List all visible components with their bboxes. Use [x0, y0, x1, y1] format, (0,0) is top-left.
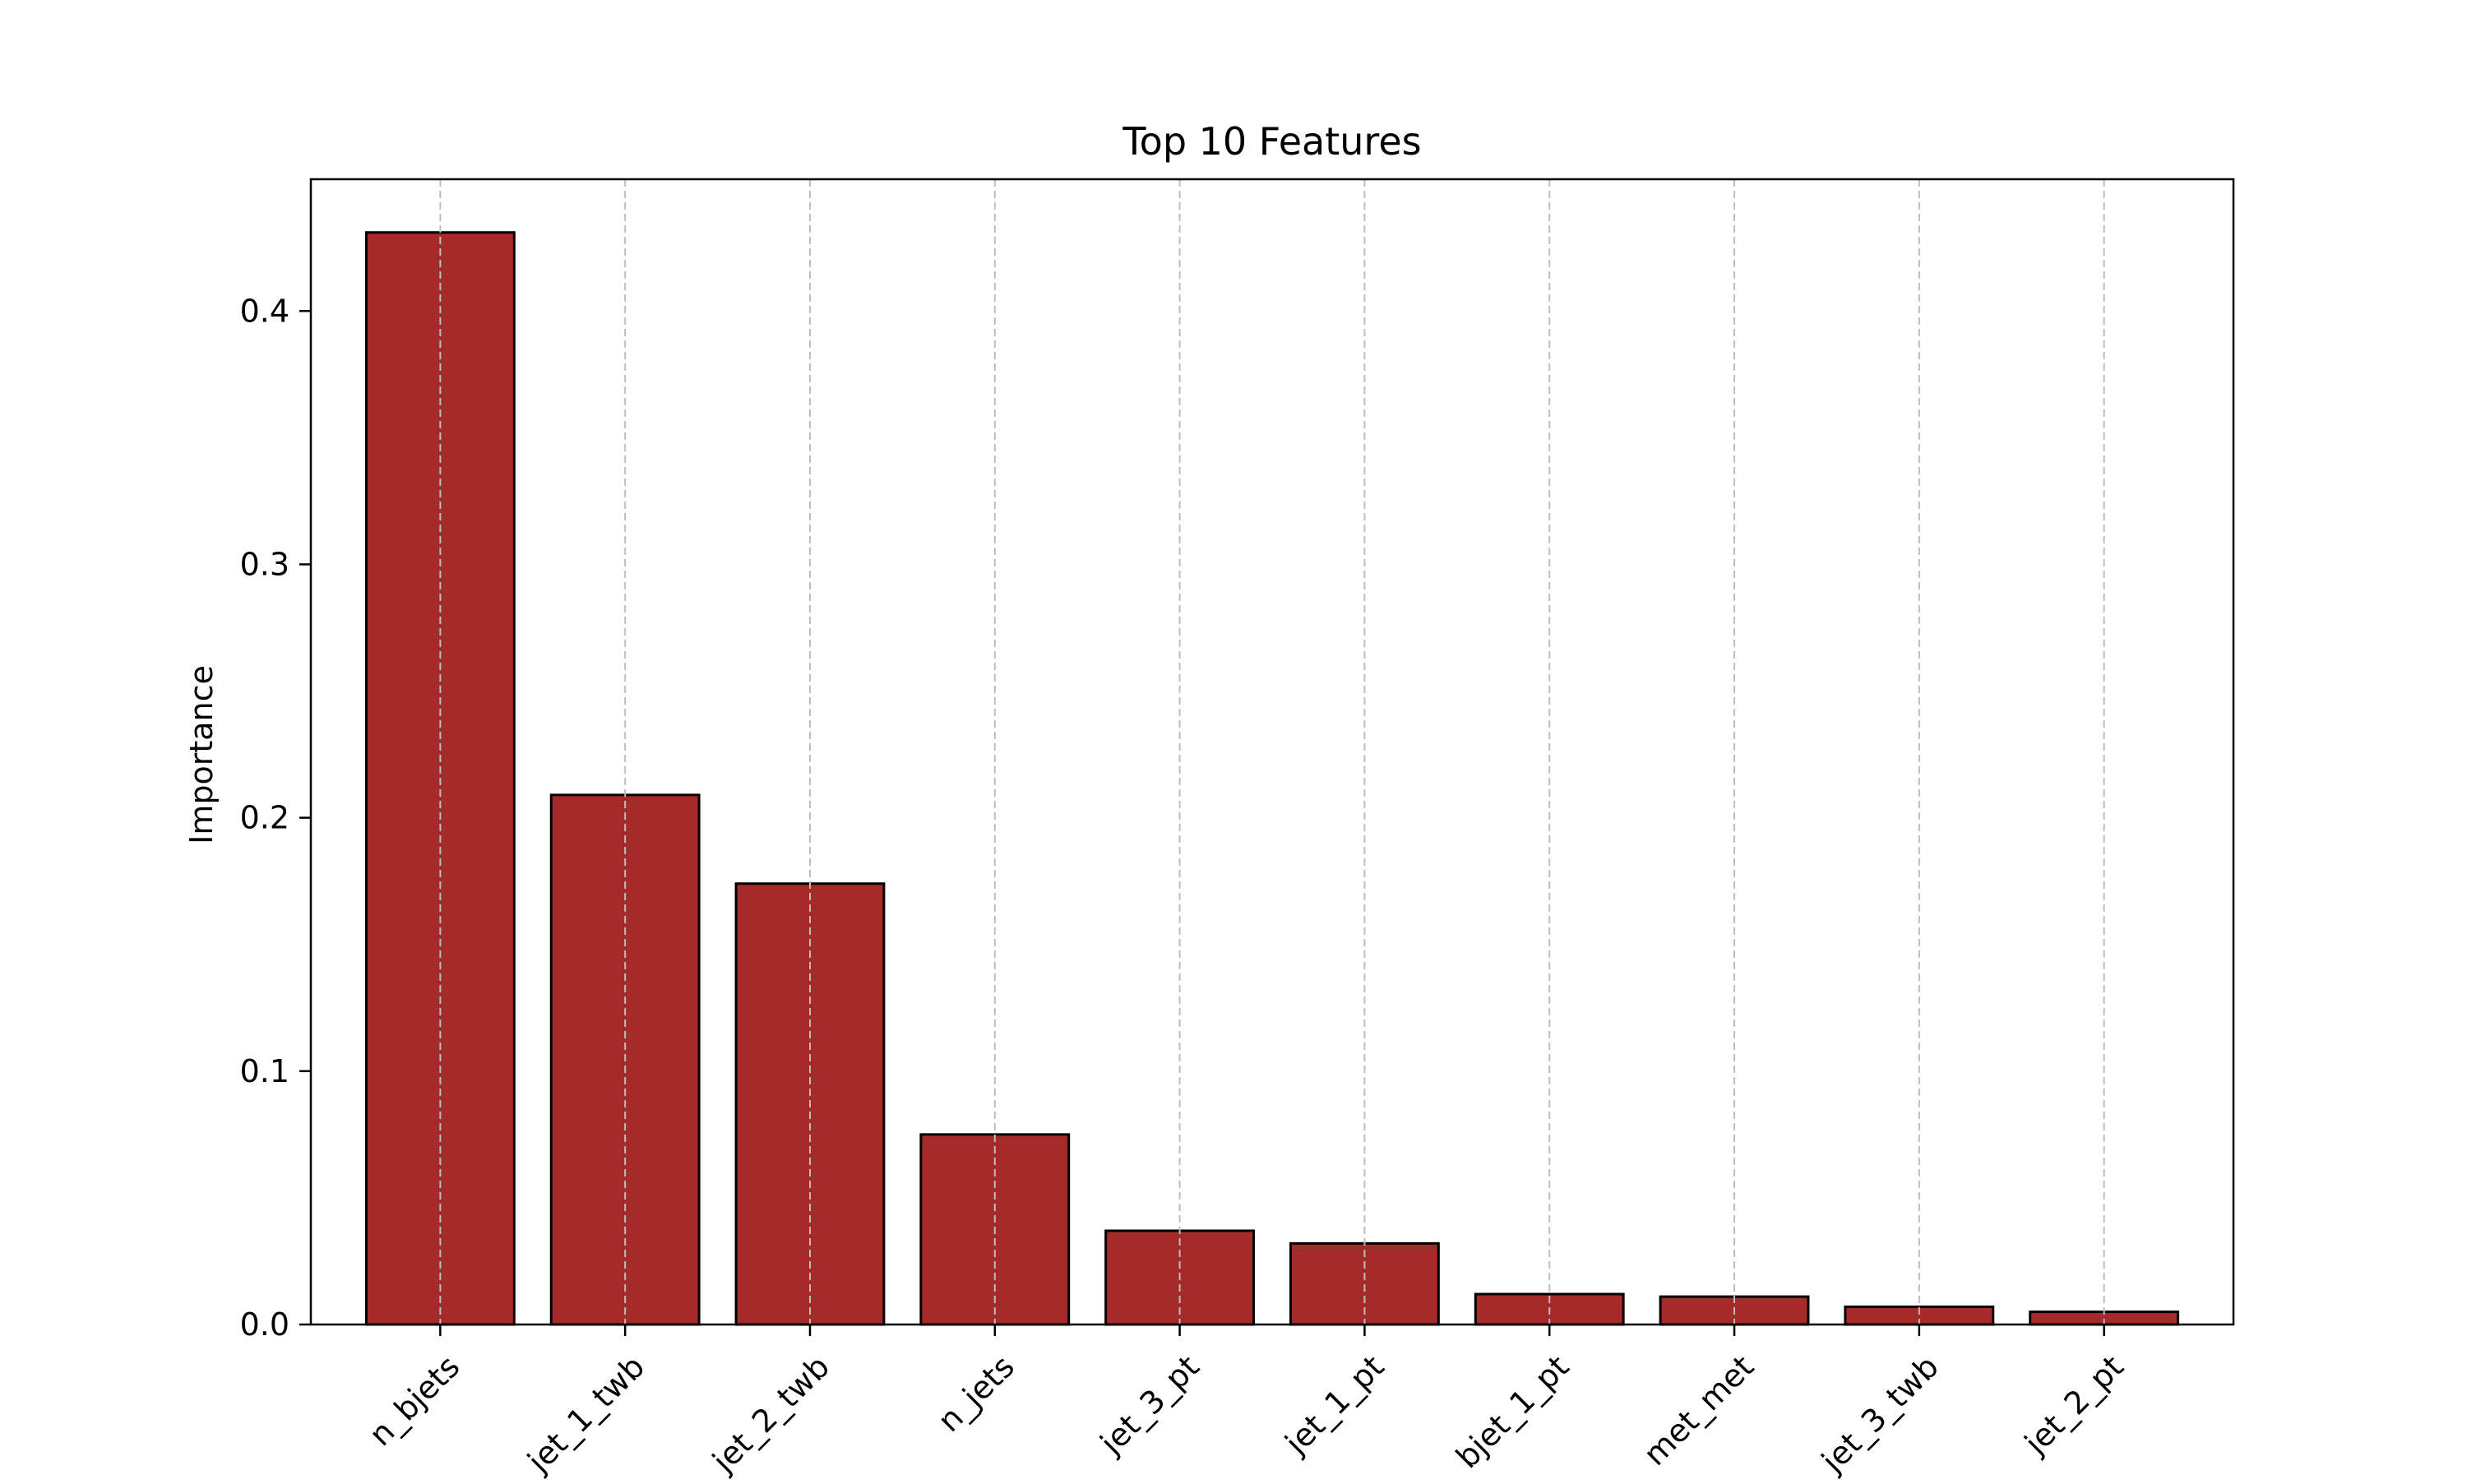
- chart-title: Top 10 Features: [1122, 119, 1421, 164]
- y-tick-label: 0.3: [240, 546, 289, 582]
- y-axis-label: Importance: [183, 665, 220, 844]
- y-tick-label: 0.1: [240, 1053, 289, 1089]
- plot-frame: [309, 178, 2235, 1326]
- y-tick-label: 0.0: [240, 1306, 289, 1343]
- grid-lines: [439, 179, 2105, 1325]
- y-tick-label: 0.4: [240, 293, 289, 329]
- y-axis-ticks: 0.0 0.1 0.2 0.3 0.4: [240, 293, 311, 1343]
- y-tick-label: 0.2: [240, 800, 289, 836]
